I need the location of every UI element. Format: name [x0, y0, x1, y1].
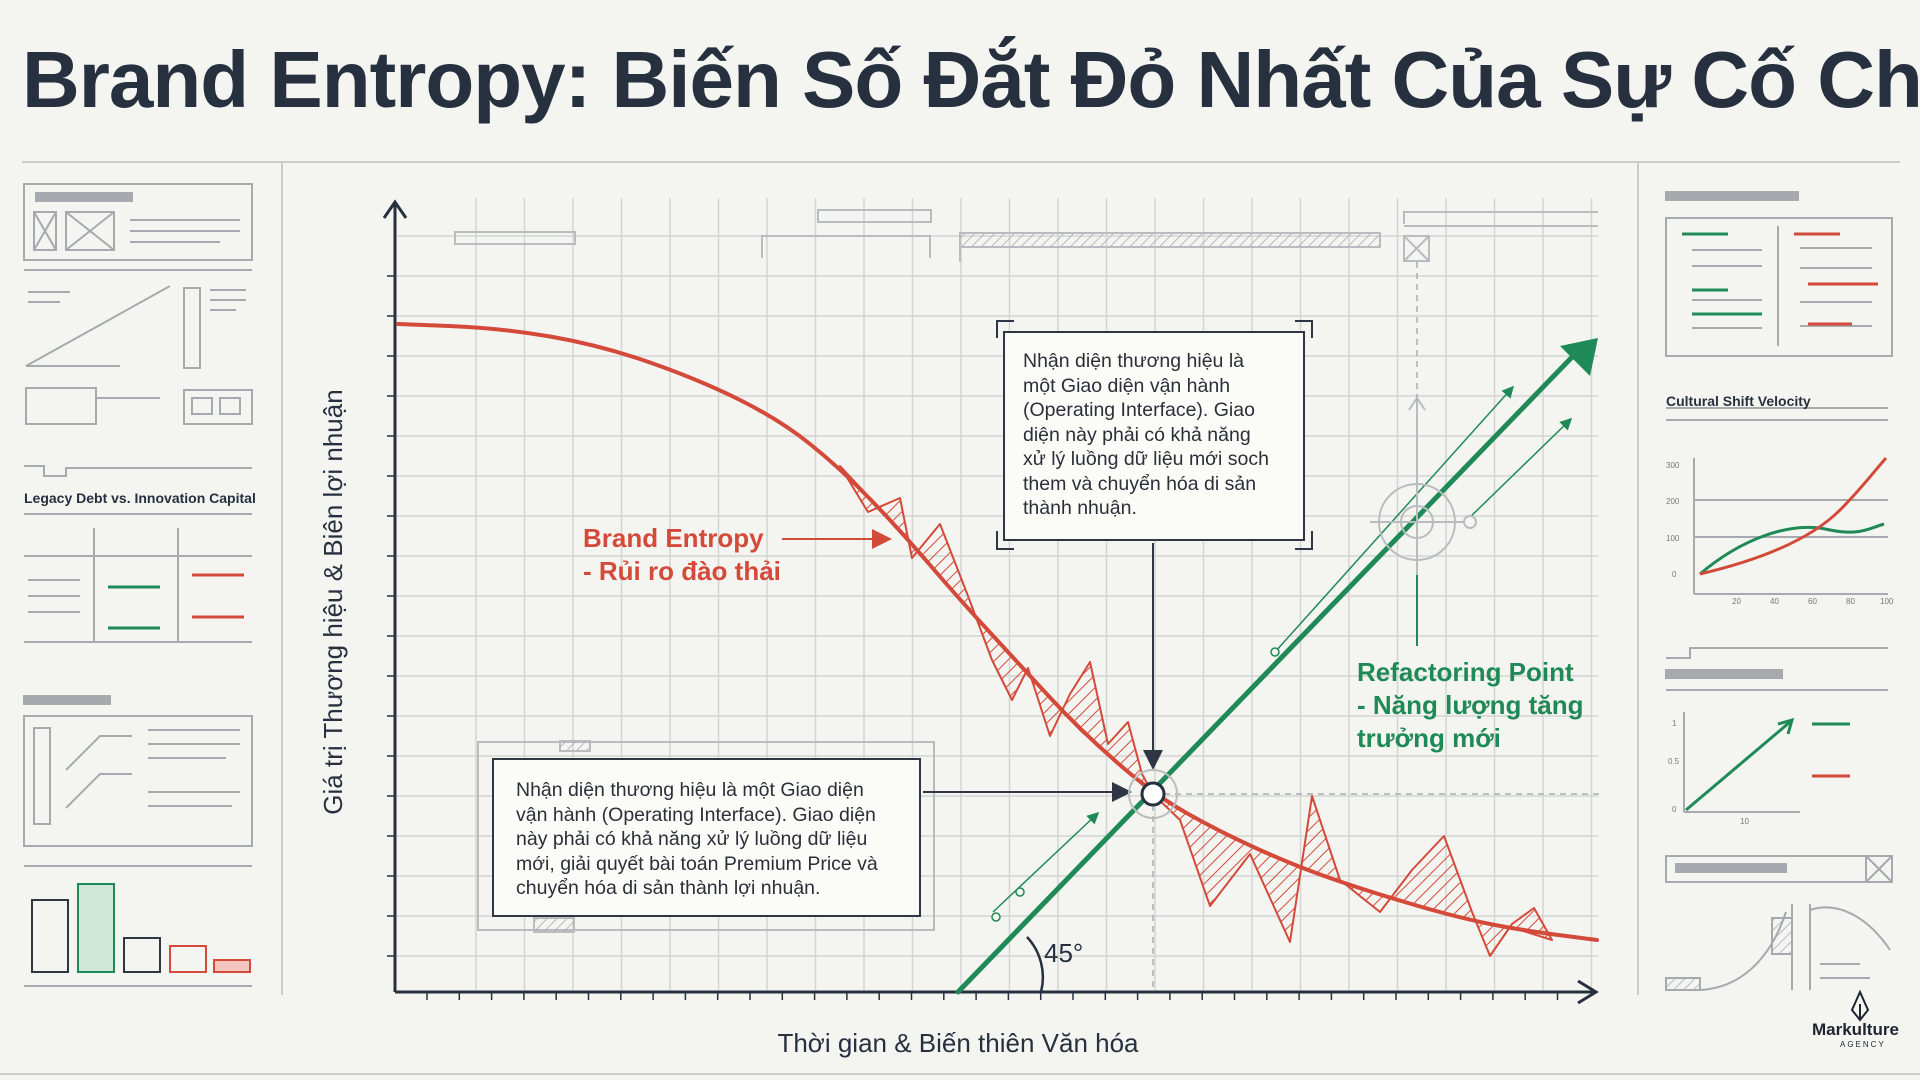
callout-bottom: Nhận diện thương hiệu là một Giao diện v… [492, 758, 921, 917]
svg-text:0: 0 [1672, 805, 1677, 814]
right-panel-title: Cultural Shift Velocity [1666, 393, 1811, 409]
left-panel-thumbnails [23, 183, 253, 987]
svg-text:100: 100 [1666, 534, 1680, 543]
right-mini-chart-ticks: 300 200 100 0 20 40 60 80 100 1 0.5 0 10 [1666, 461, 1894, 826]
page-title: Brand Entropy: Biến Số Đắt Đỏ Nhất Của S… [22, 35, 1920, 124]
callout-top-line: thành nhuận. [1023, 497, 1137, 519]
axis-ticks [387, 275, 1559, 1000]
svg-text:0.5: 0.5 [1668, 757, 1680, 766]
refactor-label-line: trưởng mới [1357, 723, 1501, 753]
refactor-label-line: Refactoring Point [1357, 657, 1574, 687]
callout-bottom-line: vận hành (Operating Interface). Giao diệ… [516, 803, 876, 826]
pen-nib-logo-icon [1850, 989, 1870, 1022]
y-axis-title: Giá trị Thương hiệu & Biên lợi nhuận [318, 389, 348, 814]
callout-bottom-line: chuyển hóa di sản thành lợi nhuận. [516, 877, 821, 899]
x-axis-arrow [1577, 979, 1599, 1005]
svg-text:1: 1 [1672, 719, 1677, 728]
refactor-series-label: Refactoring Point - Năng lượng tăng trưở… [1357, 656, 1584, 755]
callout-top: Nhận diện thương hiệu là một Giao diện v… [1003, 331, 1305, 541]
callout-blueprint-frame [477, 740, 935, 933]
logo-subtext: AGENCY [1840, 1040, 1886, 1049]
callout-top-line: diện này phải có khả năng [1023, 423, 1251, 446]
right-panel-legend-lines [1682, 232, 1878, 778]
angle-arc [1026, 936, 1045, 993]
callout-top-line: (Operating Interface). Giao [1023, 399, 1255, 421]
intersection-marker [1128, 769, 1178, 819]
callout-top-line: Nhận diện thương hiệu là [1023, 350, 1244, 372]
callout-bottom-line: này phải có khả năng xử lý luồng dữ liệu [516, 828, 868, 850]
svg-text:80: 80 [1846, 597, 1855, 606]
crosshair-target-icon [1370, 396, 1477, 586]
refactor-label-line: - Năng lượng tăng [1357, 690, 1584, 720]
callout-top-line: them và chuyển hóa di sản [1023, 472, 1257, 495]
entropy-curve [396, 322, 1599, 942]
entropy-series-label: Brand Entropy - Rủi ro đào thải [583, 522, 781, 588]
y-axis-arrow [382, 199, 408, 219]
left-panel-title: Legacy Debt vs. Innovation Capital [24, 490, 256, 506]
right-mini-chart-curves [1685, 457, 1888, 812]
growth-arrowhead [1560, 338, 1598, 376]
svg-text:300: 300 [1666, 461, 1680, 470]
growth-parallel-arrows [991, 385, 1573, 922]
svg-text:10: 10 [1740, 817, 1749, 826]
right-panel-thumbnails [1665, 191, 1893, 991]
svg-text:40: 40 [1770, 597, 1779, 606]
left-panel-legend-lines [108, 573, 244, 630]
callout-bottom-line: mới, giải quyết bài toán Premium Price v… [516, 852, 878, 875]
growth-line [955, 351, 1578, 995]
entropy-label-line: - Rủi ro đào thải [583, 556, 781, 586]
callout-top-brackets [996, 320, 1313, 550]
callout-bottom-line: Nhận diện thương hiệu là một Giao diện [516, 779, 864, 801]
callout-top-line: một Giao diện vận hành [1023, 374, 1231, 397]
svg-text:20: 20 [1732, 597, 1741, 606]
entropy-label-line: Brand Entropy [583, 523, 764, 553]
logo-wordmark: Markulture [1812, 1020, 1899, 1039]
svg-text:200: 200 [1666, 497, 1680, 506]
guide-dashed-lines [1152, 262, 1600, 992]
svg-text:0: 0 [1672, 570, 1677, 579]
svg-text:60: 60 [1808, 597, 1817, 606]
svg-text:100: 100 [1880, 597, 1894, 606]
blueprint-top-decor [454, 209, 1598, 262]
callout-top-line: xử lý luồng dữ liệu mới soch [1023, 448, 1269, 470]
x-axis-title: Thời gian & Biến thiên Văn hóa [777, 1028, 1139, 1058]
angle-label: 45° [1044, 938, 1084, 968]
